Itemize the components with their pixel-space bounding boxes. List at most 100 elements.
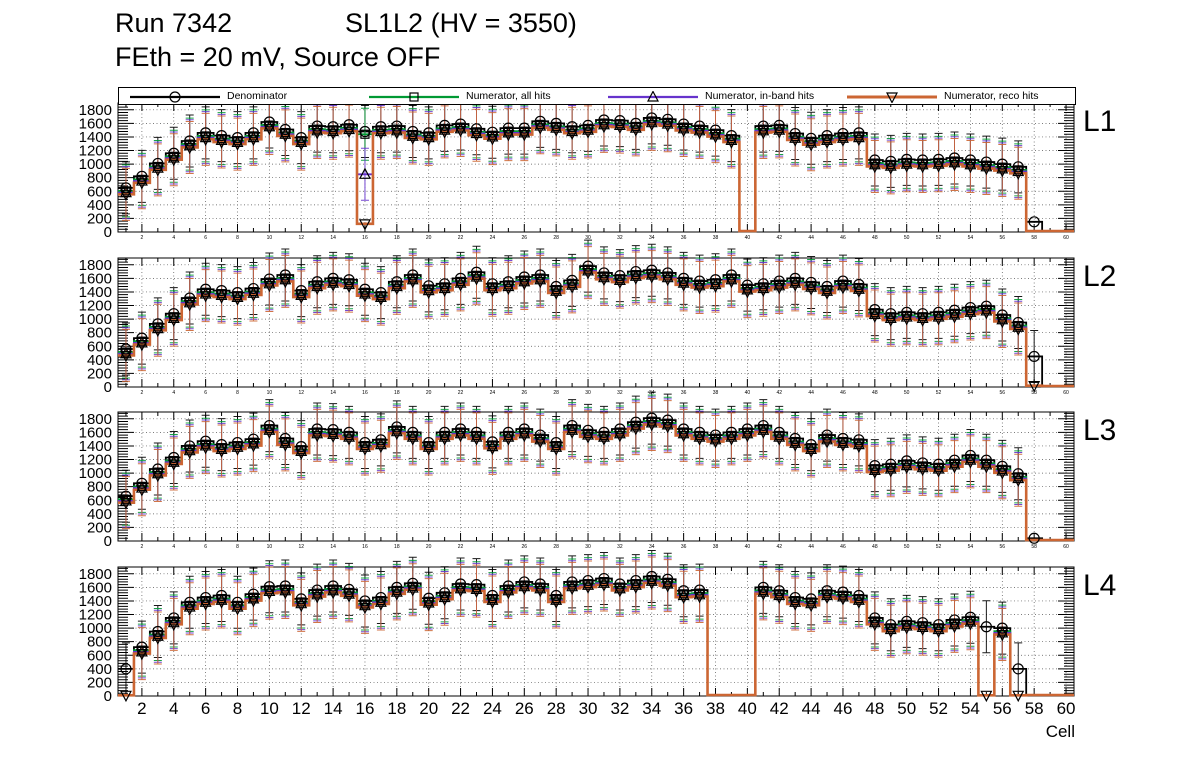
svg-text:1600: 1600 <box>79 579 112 596</box>
svg-text:24: 24 <box>490 235 496 241</box>
svg-text:600: 600 <box>87 647 112 664</box>
svg-text:46: 46 <box>840 390 846 396</box>
svg-text:32: 32 <box>617 544 623 550</box>
svg-text:58: 58 <box>1031 544 1037 550</box>
svg-text:24: 24 <box>483 699 502 718</box>
svg-text:42: 42 <box>776 390 782 396</box>
svg-text:34: 34 <box>649 544 655 550</box>
series-markers-circle <box>120 112 1040 228</box>
svg-text:28: 28 <box>553 235 559 241</box>
svg-text:22: 22 <box>458 544 464 550</box>
svg-text:38: 38 <box>713 390 719 396</box>
svg-text:50: 50 <box>904 544 910 550</box>
svg-text:46: 46 <box>840 544 846 550</box>
svg-text:2: 2 <box>141 235 144 241</box>
svg-text:16: 16 <box>362 235 368 241</box>
svg-text:54: 54 <box>968 544 974 550</box>
svg-text:10: 10 <box>267 390 273 396</box>
series-markers-triangle-up <box>135 574 1009 657</box>
x-axis-labels: 2 4 6 8 10 12 14 16 18 20 22 24 26 28 30 32 34 36 38 40 42 44… <box>141 390 1070 396</box>
svg-text:1800: 1800 <box>79 102 112 119</box>
svg-text:200: 200 <box>87 519 112 536</box>
svg-text:8: 8 <box>236 235 239 241</box>
svg-text:1400: 1400 <box>79 593 112 610</box>
svg-text:58: 58 <box>1025 699 1044 718</box>
svg-text:20: 20 <box>426 544 432 550</box>
svg-text:36: 36 <box>681 390 687 396</box>
triangle-down-marker-icon <box>846 90 938 104</box>
svg-text:26: 26 <box>522 544 528 550</box>
svg-text:200: 200 <box>87 365 112 382</box>
svg-text:60: 60 <box>1057 699 1076 718</box>
panel-label-l2: L2 <box>1083 260 1117 293</box>
svg-text:6: 6 <box>204 235 207 241</box>
series-line-triangle-down <box>118 123 1074 233</box>
svg-text:1600: 1600 <box>79 115 112 132</box>
svg-text:42: 42 <box>770 699 789 718</box>
svg-text:16: 16 <box>362 390 368 396</box>
svg-text:2: 2 <box>137 699 146 718</box>
svg-text:58: 58 <box>1031 390 1037 396</box>
circle-marker-icon <box>129 90 221 103</box>
svg-text:20: 20 <box>426 390 432 396</box>
svg-text:8: 8 <box>236 390 239 396</box>
svg-text:1400: 1400 <box>79 284 112 301</box>
panel-label-l1: L1 <box>1083 105 1117 138</box>
svg-text:22: 22 <box>458 390 464 396</box>
svg-text:42: 42 <box>776 544 782 550</box>
svg-text:30: 30 <box>585 390 591 396</box>
svg-text:38: 38 <box>706 699 725 718</box>
svg-text:20: 20 <box>426 235 432 241</box>
svg-text:200: 200 <box>87 210 112 227</box>
svg-text:24: 24 <box>490 390 496 396</box>
svg-text:12: 12 <box>292 699 311 718</box>
svg-text:44: 44 <box>802 699 821 718</box>
svg-text:10: 10 <box>267 544 273 550</box>
svg-text:26: 26 <box>515 699 534 718</box>
legend-label: Numerator, reco hits <box>944 90 1039 102</box>
svg-text:54: 54 <box>968 235 974 241</box>
axis-ticks <box>118 258 1074 387</box>
svg-text:46: 46 <box>834 699 853 718</box>
svg-text:800: 800 <box>87 170 112 187</box>
svg-text:1800: 1800 <box>79 411 112 428</box>
svg-text:40: 40 <box>738 699 757 718</box>
svg-text:48: 48 <box>872 390 878 396</box>
svg-text:1000: 1000 <box>79 156 112 173</box>
series-markers-circle <box>120 412 1040 544</box>
frame <box>117 257 1075 388</box>
svg-text:38: 38 <box>713 235 719 241</box>
svg-text:14: 14 <box>330 235 336 241</box>
x-axis-labels: 2 4 6 8 10 12 14 16 18 20 22 24 26 28 30 32 34 36 38 40 42 44… <box>137 699 1075 718</box>
svg-text:18: 18 <box>387 699 406 718</box>
svg-text:50: 50 <box>904 235 910 241</box>
svg-text:800: 800 <box>87 479 112 496</box>
legend-label: Numerator, in-band hits <box>705 90 815 102</box>
svg-text:0: 0 <box>104 379 112 396</box>
series-line-triangle-down <box>118 271 1074 388</box>
svg-text:1400: 1400 <box>79 129 112 146</box>
series-errors-circle <box>121 239 1039 383</box>
svg-text:4: 4 <box>172 235 175 241</box>
svg-text:52: 52 <box>929 699 948 718</box>
svg-text:46: 46 <box>840 235 846 241</box>
svg-text:16: 16 <box>362 544 368 550</box>
svg-text:4: 4 <box>169 699 178 718</box>
svg-text:1000: 1000 <box>79 465 112 482</box>
svg-text:1400: 1400 <box>79 438 112 455</box>
svg-text:48: 48 <box>872 235 878 241</box>
svg-text:56: 56 <box>1000 544 1006 550</box>
svg-text:40: 40 <box>745 390 751 396</box>
frame <box>117 566 1075 697</box>
series-errors-triangle-down <box>121 246 1023 382</box>
svg-text:32: 32 <box>617 390 623 396</box>
svg-text:54: 54 <box>968 390 974 396</box>
svg-text:14: 14 <box>324 699 343 718</box>
series-markers-triangle-up <box>119 115 1025 198</box>
series-markers-circle <box>120 260 1040 363</box>
series-markers-circle <box>120 570 1024 675</box>
legend-label: Denominator <box>227 90 288 102</box>
svg-text:60: 60 <box>1063 544 1069 550</box>
